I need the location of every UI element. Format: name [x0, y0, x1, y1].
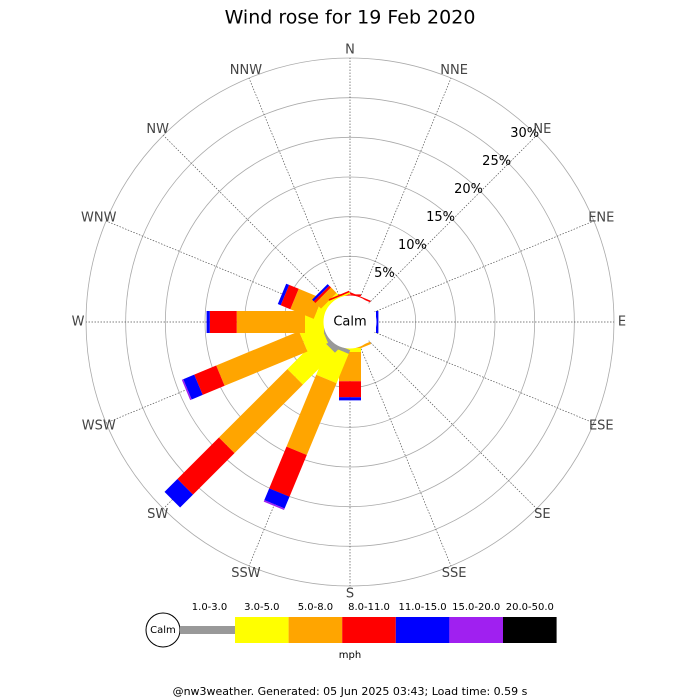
- bar-segment: [287, 337, 335, 385]
- direction-label: WSW: [82, 419, 116, 434]
- direction-label: ESE: [589, 419, 614, 434]
- direction-label: ENE: [588, 210, 614, 225]
- direction-label: SSW: [231, 566, 261, 581]
- spoke: [163, 135, 332, 304]
- bar-segment: [329, 292, 351, 303]
- bar-segment: [269, 446, 307, 497]
- r-tick-label: 5%: [374, 266, 395, 281]
- legend-swatch: [288, 617, 343, 643]
- bar-segment: [183, 374, 203, 400]
- bar-segment: [328, 290, 350, 301]
- direction-label: W: [72, 315, 85, 330]
- spoke: [368, 135, 537, 304]
- legend-label: 11.0-15.0: [399, 602, 447, 613]
- direction-label: E: [618, 315, 626, 330]
- chart-title: Wind rose for 19 Feb 2020: [225, 7, 476, 29]
- direction-label: NNE: [440, 63, 468, 78]
- legend-label: 3.0-5.0: [244, 602, 279, 613]
- spoke: [373, 220, 595, 313]
- bar-segment: [349, 292, 371, 303]
- bar-segment: [263, 500, 285, 510]
- calm-circle: [323, 295, 377, 349]
- direction-label: SSE: [442, 566, 467, 581]
- direction-label: SE: [534, 507, 550, 522]
- spoke: [248, 77, 341, 299]
- bar-segment: [315, 287, 337, 309]
- grid-ring: [204, 176, 496, 468]
- legend-label: 20.0-50.0: [506, 602, 554, 613]
- bar-segment: [286, 374, 337, 455]
- r-tick-label: 15%: [426, 210, 455, 225]
- bar-segment: [164, 479, 193, 508]
- bar-segment: [312, 284, 330, 302]
- bar-segment: [264, 488, 290, 509]
- r-tick-label: 20%: [454, 182, 483, 197]
- direction-label: S: [346, 587, 354, 602]
- direction-label: WNW: [81, 210, 117, 225]
- bar-segment: [209, 311, 237, 333]
- legend-unit: mph: [339, 650, 361, 661]
- bar-segment: [194, 365, 225, 395]
- legend-swatch: [180, 626, 235, 634]
- bar-segment: [339, 397, 361, 401]
- bar-segment: [206, 311, 210, 333]
- bar-segment: [216, 331, 308, 386]
- bar-segment: [218, 369, 303, 454]
- bar-segment: [339, 381, 361, 398]
- legend-calm-label: Calm: [150, 625, 176, 636]
- direction-label: NE: [533, 122, 551, 137]
- spoke: [368, 340, 537, 509]
- bar-segment: [313, 285, 331, 303]
- spoke: [373, 331, 595, 424]
- spoke: [359, 345, 452, 567]
- bar-segment: [290, 288, 323, 319]
- legend-label: 8.0-11.0: [348, 602, 390, 613]
- direction-label: NNW: [230, 63, 262, 78]
- bar-segment: [376, 311, 379, 333]
- r-tick-label: 30%: [510, 126, 539, 141]
- legend-swatch: [503, 617, 557, 643]
- bar-segment: [280, 284, 299, 310]
- bar-segment: [316, 345, 349, 384]
- footer: @nw3weather. Generated: 05 Jun 2025 03:4…: [173, 685, 528, 698]
- bar-segment: [177, 437, 235, 495]
- calm-label: Calm: [333, 315, 366, 330]
- spoke: [359, 77, 452, 299]
- r-tick-label: 10%: [398, 238, 427, 253]
- legend-swatch: [395, 617, 450, 643]
- direction-label: NW: [146, 122, 169, 137]
- grid-ring: [164, 136, 536, 508]
- legend-swatch: [342, 617, 396, 643]
- legend-swatch: [449, 617, 503, 643]
- legend-label: 1.0-3.0: [192, 602, 227, 613]
- legend-label: 15.0-20.0: [452, 602, 500, 613]
- direction-label: N: [345, 43, 355, 58]
- r-tick-label: 25%: [482, 154, 511, 169]
- bar-segment: [236, 311, 305, 333]
- bar-segment: [181, 379, 192, 401]
- legend-swatch: [235, 617, 289, 643]
- bar-segment: [277, 283, 290, 306]
- legend-label: 5.0-8.0: [298, 602, 333, 613]
- direction-label: SW: [147, 507, 168, 522]
